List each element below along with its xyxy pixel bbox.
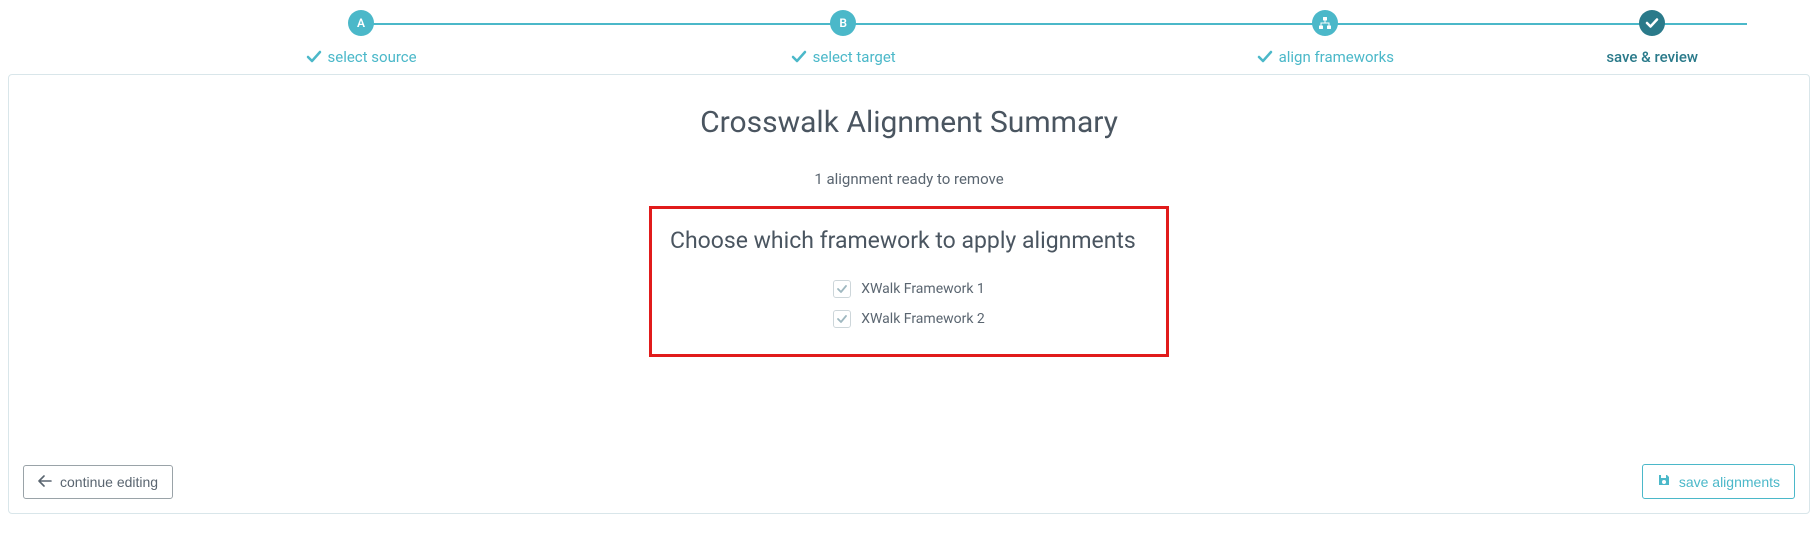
step-label-target: select target xyxy=(791,48,896,66)
arrow-left-icon xyxy=(38,474,52,490)
step-badge-b-letter: B xyxy=(839,16,847,30)
framework-checkbox-2[interactable] xyxy=(833,310,851,328)
check-circle-icon xyxy=(1639,10,1665,36)
step-save-review[interactable]: save & review xyxy=(1566,10,1698,66)
alignment-count-text: 1 alignment ready to remove xyxy=(23,170,1795,188)
framework-selection-box: Choose which framework to apply alignmen… xyxy=(649,206,1169,357)
step-line xyxy=(843,23,1325,25)
check-icon xyxy=(1257,49,1273,65)
framework-label-1: XWalk Framework 1 xyxy=(861,281,985,297)
choose-heading: Choose which framework to apply alignmen… xyxy=(670,227,1148,254)
page-title: Crosswalk Alignment Summary xyxy=(23,105,1795,140)
save-icon xyxy=(1657,473,1671,490)
step-badge-b: B xyxy=(830,10,856,36)
step-label-align: align frameworks xyxy=(1257,48,1394,66)
step-align-frameworks[interactable]: align frameworks xyxy=(1084,10,1566,66)
step-label-source: select source xyxy=(306,48,417,66)
step-badge-a-letter: A xyxy=(357,16,365,30)
continue-editing-button[interactable]: continue editing xyxy=(23,465,173,499)
framework-label-2: XWalk Framework 2 xyxy=(861,311,985,327)
summary-panel: Crosswalk Alignment Summary 1 alignment … xyxy=(8,74,1810,514)
step-select-target[interactable]: B select target xyxy=(602,10,1084,66)
step-line xyxy=(1325,23,1747,25)
framework-checkbox-1[interactable] xyxy=(833,280,851,298)
sitemap-icon xyxy=(1312,10,1338,36)
save-alignments-button[interactable]: save alignments xyxy=(1642,464,1795,499)
step-badge-a: A xyxy=(348,10,374,36)
framework-row: XWalk Framework 2 xyxy=(670,310,1148,328)
step-select-source[interactable]: A select source xyxy=(120,10,602,66)
check-icon xyxy=(791,49,807,65)
framework-row: XWalk Framework 1 xyxy=(670,280,1148,298)
step-label-source-text: select source xyxy=(328,48,417,66)
step-label-save: save & review xyxy=(1606,48,1698,66)
step-label-target-text: select target xyxy=(813,48,896,66)
step-label-save-text: save & review xyxy=(1606,48,1698,66)
check-icon xyxy=(306,49,322,65)
save-alignments-label: save alignments xyxy=(1679,474,1780,490)
step-line xyxy=(361,23,843,25)
continue-editing-label: continue editing xyxy=(60,474,158,490)
stepper: A select source B select target xyxy=(0,0,1818,66)
step-label-align-text: align frameworks xyxy=(1279,48,1394,66)
